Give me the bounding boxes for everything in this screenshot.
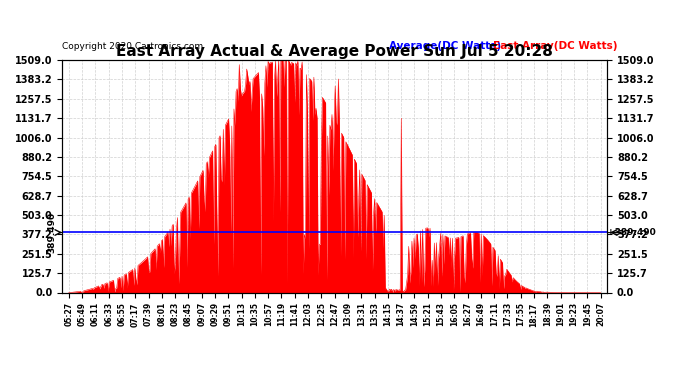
Text: +389.490: +389.490 [607, 228, 656, 237]
Text: Copyright 2020 Cartronics.com: Copyright 2020 Cartronics.com [62, 42, 204, 51]
Text: East Array(DC Watts): East Array(DC Watts) [493, 41, 618, 51]
Text: 389.490: 389.490 [48, 212, 57, 253]
Title: East Array Actual & Average Power Sun Jul 5 20:28: East Array Actual & Average Power Sun Ju… [116, 44, 553, 59]
Text: Average(DC Watts): Average(DC Watts) [389, 41, 501, 51]
